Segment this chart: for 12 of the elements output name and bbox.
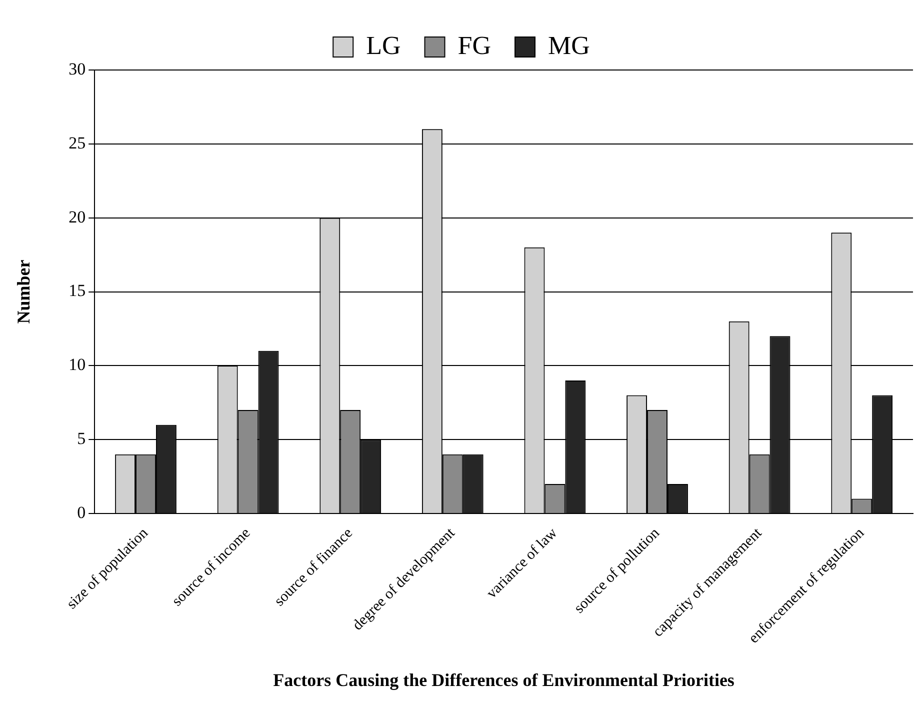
x-axis-title: Factors Causing the Differences of Environmental Priorities bbox=[273, 670, 734, 690]
y-tick-label: 15 bbox=[68, 281, 86, 300]
y-axis-title: Number bbox=[13, 260, 34, 324]
y-tick-label: 30 bbox=[68, 59, 86, 78]
legend-label: MG bbox=[548, 30, 590, 60]
y-tick-label: 25 bbox=[68, 133, 86, 152]
y-tick-label: 10 bbox=[68, 355, 86, 374]
legend-label: FG bbox=[458, 30, 492, 60]
y-tick-label: 20 bbox=[68, 207, 86, 226]
legend-label: LG bbox=[366, 30, 401, 60]
y-tick-label: 0 bbox=[77, 503, 86, 522]
y-tick-label: 5 bbox=[77, 429, 86, 448]
